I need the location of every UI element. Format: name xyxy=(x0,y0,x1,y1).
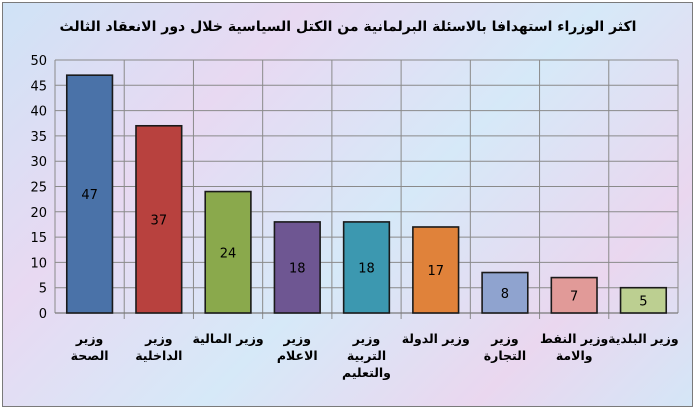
y-tick-label: 30 xyxy=(30,155,47,170)
bar xyxy=(273,221,321,314)
data-label: 8 xyxy=(501,287,509,302)
category-label: وزير الاعلام xyxy=(277,331,318,364)
category-label-line: وزير النفط xyxy=(540,331,608,346)
bar-chart: اكثر الوزراء استهدافا بالاسئلة البرلماني… xyxy=(30,19,679,380)
y-tick-label: 25 xyxy=(30,181,47,196)
category-label: وزير المالية xyxy=(192,331,263,346)
category-label: وزير التربية والتعليم xyxy=(342,331,391,380)
category-label-line: والامة xyxy=(556,348,593,363)
category-label-line: وزير البلدية xyxy=(608,331,678,346)
bar xyxy=(65,74,114,314)
category-label-line: والتعليم xyxy=(342,365,391,380)
category-label-line: التجارة xyxy=(484,348,526,363)
bar xyxy=(342,221,391,314)
y-tick-label: 15 xyxy=(30,231,47,246)
category-label-line: التربية xyxy=(347,348,386,363)
bar xyxy=(550,276,598,314)
category-label-line: وزير الدولة xyxy=(402,331,470,346)
y-tick-label: 20 xyxy=(30,206,47,221)
data-label: 24 xyxy=(220,246,237,261)
data-label: 18 xyxy=(358,261,375,276)
data-label: 7 xyxy=(570,289,578,304)
category-label-line: الاعلام xyxy=(277,348,318,364)
category-label-line: الصحة xyxy=(71,348,109,363)
category-label: وزير التجارة xyxy=(484,331,526,363)
y-tick-label: 10 xyxy=(30,256,47,271)
category-label: وزير الداخلية xyxy=(135,331,182,363)
chart-frame: اكثر الوزراء استهدافا بالاسئلة البرلماني… xyxy=(2,2,693,407)
data-label: 17 xyxy=(427,264,444,279)
category-label-line: وزير المالية xyxy=(192,331,263,346)
data-label: 37 xyxy=(151,213,168,228)
bar xyxy=(481,271,529,314)
bar xyxy=(204,190,252,314)
category-label-line: الداخلية xyxy=(135,348,182,363)
y-tick-label: 0 xyxy=(39,307,47,322)
category-label: وزير النفط والامة xyxy=(540,331,608,363)
chart-title: اكثر الوزراء استهدافا بالاسئلة البرلماني… xyxy=(60,19,637,35)
y-tick-label: 45 xyxy=(30,79,47,94)
data-label: 18 xyxy=(289,261,306,276)
category-label-line: وزير xyxy=(144,331,172,346)
category-label: وزير الصحة xyxy=(71,331,109,363)
y-tick-label: 50 xyxy=(30,54,47,69)
category-label-line: وزير xyxy=(490,331,518,346)
category-labels: وزير الصحة وزير الداخلية وزير المالية وزير الا… xyxy=(71,331,679,380)
data-labels: 47 37 24 18 18 17 8 7 5 xyxy=(81,188,647,309)
bar xyxy=(135,124,183,314)
y-axis-ticks: 0 5 10 15 20 25 30 35 40 45 50 xyxy=(30,54,47,322)
category-label-line: وزير xyxy=(75,331,103,346)
bars xyxy=(65,74,668,314)
category-label-line: وزير xyxy=(352,331,380,346)
bar xyxy=(619,286,668,314)
category-label: وزير البلدية xyxy=(608,331,678,346)
data-label: 5 xyxy=(639,294,647,309)
y-tick-label: 5 xyxy=(39,282,47,297)
category-label: وزير الدولة xyxy=(402,331,470,346)
category-label-line: وزير xyxy=(283,331,311,346)
y-tick-label: 35 xyxy=(30,130,47,145)
data-label: 47 xyxy=(81,188,98,203)
bar xyxy=(412,226,460,314)
y-tick-label: 40 xyxy=(30,105,47,120)
